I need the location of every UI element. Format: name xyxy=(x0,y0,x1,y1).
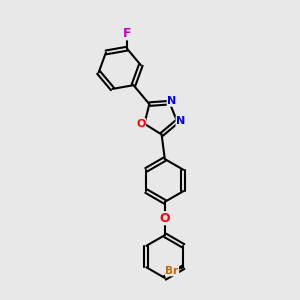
Text: N: N xyxy=(176,116,185,127)
Text: O: O xyxy=(160,212,170,225)
Text: F: F xyxy=(123,27,131,40)
Text: N: N xyxy=(167,96,176,106)
Text: O: O xyxy=(136,119,146,129)
Text: Br: Br xyxy=(166,266,178,276)
